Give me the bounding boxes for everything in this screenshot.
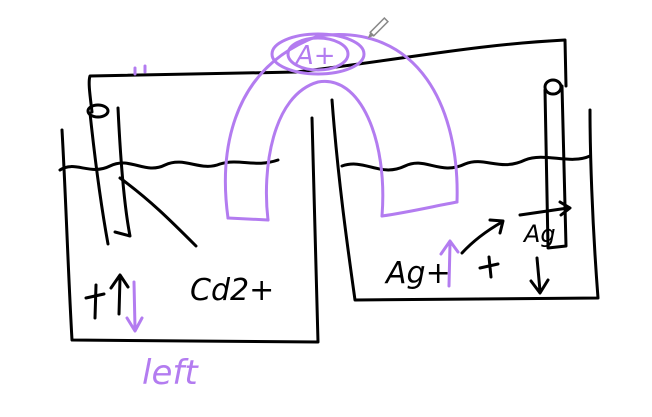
right-solution-surface [340,154,592,172]
electron-flow-arrow [518,200,572,217]
right-electrode-top [543,78,563,96]
left-direction-label: left [142,353,199,393]
right-plus-sign [478,255,500,279]
right-beaker [330,98,600,302]
right-ion-label: Ag+ [384,256,451,291]
right-electrode-label: Ag [522,220,556,248]
salt-bridge-ion-circle [270,32,366,76]
left-plus-sign [84,283,106,320]
salt-bridge-right-end [380,200,459,218]
right-up-arrow [439,239,460,288]
salt-bridge-outer [223,33,459,220]
left-solution-surface [58,158,280,172]
stray-marks [133,64,147,76]
right-electrode [543,84,568,250]
salt-bridge-ion-label: A+ [294,41,336,71]
left-beaker [60,116,320,344]
left-down-arrow [125,280,144,333]
left-solution-label: Cd2+ [190,273,274,308]
black-ink-layer [58,38,600,344]
salt-bridge-ion-circle-inner [286,36,350,72]
salt-bridge-left-end [226,216,270,222]
pen-cursor-icon[interactable] [366,17,389,40]
purple-ink-layer [125,32,460,333]
salt-bridge-inner [264,79,385,222]
reaction-arrow [460,218,505,255]
left-electrode-top [86,103,110,119]
black-labels: Cd2+ Ag+ Ag [190,220,556,308]
left-up-arrow [109,273,130,316]
left-electrode [88,106,132,246]
right-down-arrow [529,256,550,295]
left-electrode-lead [118,176,198,248]
purple-labels: A+ left [142,41,336,393]
